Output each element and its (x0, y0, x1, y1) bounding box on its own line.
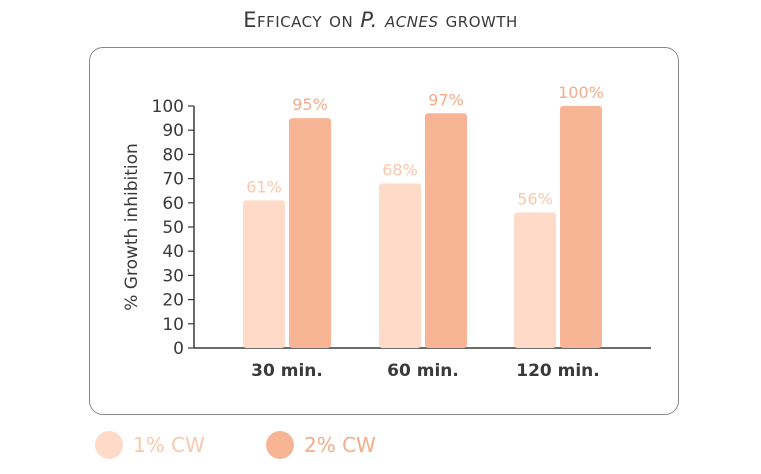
chart-title-emphasis: P. acnes (360, 8, 439, 32)
y-tick-label: 0 (173, 339, 184, 359)
y-tick-label: 90 (162, 121, 184, 141)
bar-2 (425, 113, 467, 348)
chart-panel (89, 47, 679, 415)
legend-swatch-1 (95, 431, 123, 459)
legend-label-1: 1% CW (133, 433, 205, 457)
y-tick-label: 40 (162, 242, 184, 262)
bar-1 (514, 212, 556, 348)
bar-1 (243, 200, 285, 348)
y-tick-label: 10 (162, 315, 184, 335)
y-tick-label: 80 (162, 145, 184, 165)
y-tick-label: 100 (152, 97, 184, 117)
data-label-2: 95% (292, 95, 328, 114)
y-tick-label: 70 (162, 170, 184, 190)
data-label-2: 97% (428, 90, 464, 109)
y-axis-label: % Growth inhibition (122, 143, 142, 311)
y-tick-label: 30 (162, 266, 184, 286)
data-label-1: 68% (382, 160, 418, 179)
bar-2 (560, 106, 602, 348)
x-tick-label: 30 min. (251, 361, 323, 381)
data-label-1: 56% (517, 189, 553, 208)
chart-title-prefix: Efficacy on (243, 8, 361, 32)
bar-2 (289, 118, 331, 348)
data-label-1: 61% (246, 177, 282, 196)
legend-label-2: 2% CW (304, 433, 376, 457)
legend-item-2: 2% CW (266, 430, 376, 460)
legend-item-1: 1% CW (95, 430, 205, 460)
y-tick-label: 50 (162, 218, 184, 238)
y-tick-label: 20 (162, 291, 184, 311)
bar-1 (379, 183, 421, 348)
chart-title-suffix: growth (438, 8, 518, 32)
chart-title: Efficacy on P. acnes growth (0, 8, 761, 32)
x-tick-label: 60 min. (387, 361, 459, 381)
data-label-2: 100% (558, 83, 604, 102)
x-tick-label: 120 min. (516, 361, 600, 381)
y-tick-label: 60 (162, 194, 184, 214)
legend-swatch-2 (266, 431, 294, 459)
